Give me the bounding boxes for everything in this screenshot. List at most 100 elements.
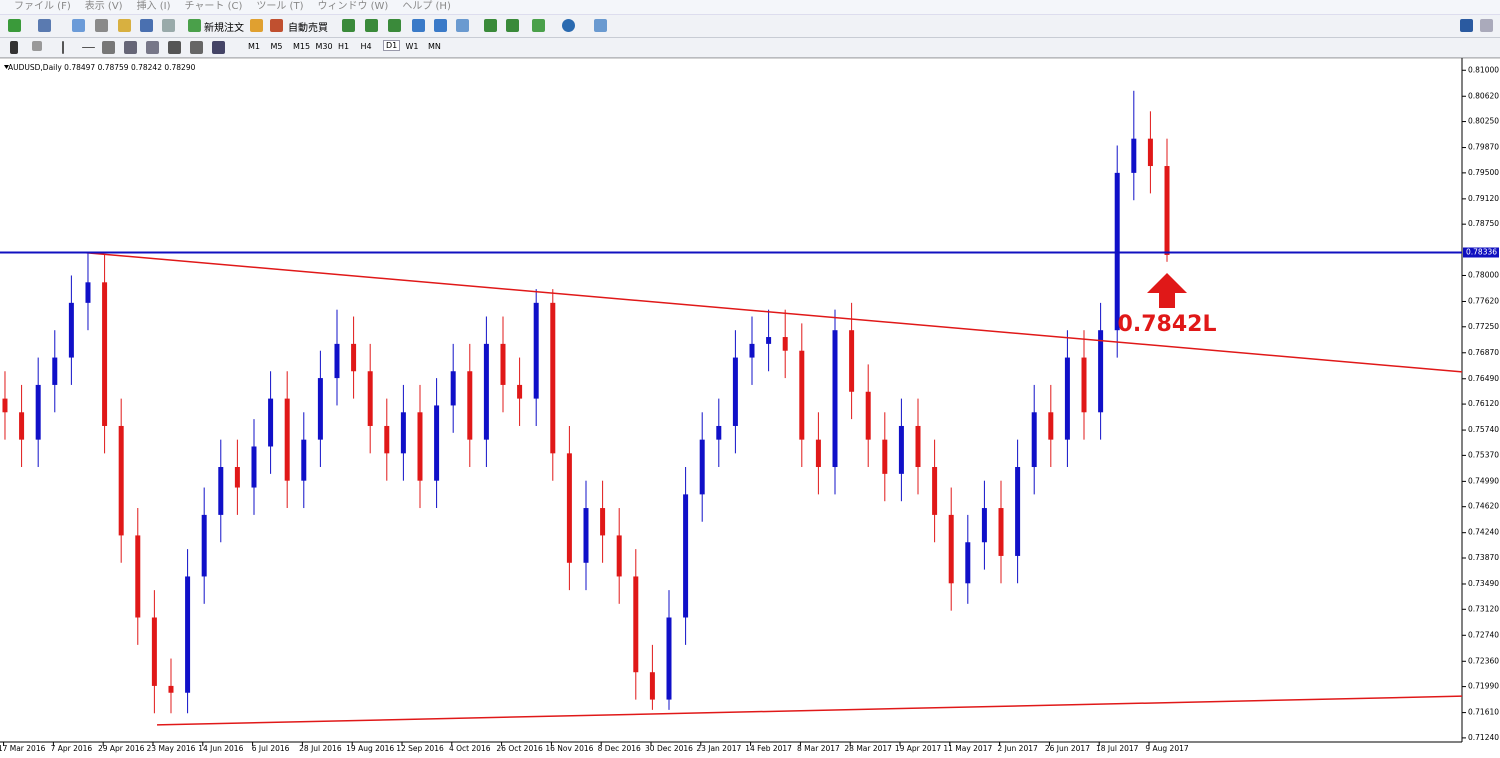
menu-item[interactable]: 表示 (V) xyxy=(84,1,123,12)
candle-body xyxy=(317,378,323,440)
icon[interactable] xyxy=(1480,19,1493,32)
candle-body xyxy=(948,514,954,584)
y-tick-label: 0.72360 xyxy=(1468,656,1499,665)
x-tick-label: 9 Aug 2017 xyxy=(1145,744,1188,753)
icon[interactable] xyxy=(62,41,64,54)
icon[interactable] xyxy=(82,47,95,48)
icon[interactable] xyxy=(594,19,607,32)
y-tick-label: 0.80250 xyxy=(1468,117,1499,126)
x-tick-label: 16 Nov 2016 xyxy=(545,744,593,753)
menu-item[interactable]: ツール (T) xyxy=(256,1,304,12)
icon[interactable] xyxy=(102,41,115,54)
timeframe-button[interactable]: H4 xyxy=(360,42,372,51)
y-tick-label: 0.75370 xyxy=(1468,450,1499,459)
icon[interactable] xyxy=(190,41,203,54)
chart-title: AUDUSD,Daily 0.78497 0.78759 0.78242 0.7… xyxy=(8,63,196,72)
icon[interactable] xyxy=(562,19,575,32)
candle-body xyxy=(1031,412,1037,468)
x-tick-label: 23 May 2016 xyxy=(147,744,196,753)
timeframe-button[interactable]: M15 xyxy=(293,42,311,51)
candle-body xyxy=(815,439,821,468)
candle-body xyxy=(500,343,506,385)
menu-item[interactable]: ヘルプ (H) xyxy=(402,1,451,12)
x-tick-label: 26 Jun 2017 xyxy=(1045,744,1090,753)
icon[interactable] xyxy=(532,19,545,32)
toolbar: M1 M5 M15 M30 H1 H4 D1 W1 MN xyxy=(0,38,1500,58)
x-tick-label: 6 Jul 2016 xyxy=(252,744,290,753)
timeframe-button[interactable]: H1 xyxy=(338,42,350,51)
timeframe-button[interactable]: D1 xyxy=(383,40,401,51)
candle-body xyxy=(434,405,440,481)
icon[interactable] xyxy=(434,19,447,32)
menu-item[interactable]: チャート (C) xyxy=(184,1,243,12)
icon[interactable] xyxy=(38,19,51,32)
icon[interactable] xyxy=(72,19,85,32)
icon[interactable] xyxy=(250,19,263,32)
candle-body xyxy=(151,617,157,686)
icon[interactable] xyxy=(146,41,159,54)
icon[interactable] xyxy=(162,19,175,32)
candle-body xyxy=(1015,467,1021,556)
y-tick-label: 0.76870 xyxy=(1468,348,1499,357)
candle-body xyxy=(1098,330,1104,413)
candle-body xyxy=(550,302,556,454)
toolbar-button[interactable]: 新規注文 xyxy=(204,23,244,34)
icon[interactable] xyxy=(1460,19,1473,32)
x-tick-label: 14 Feb 2017 xyxy=(745,744,792,753)
candle-body xyxy=(68,302,74,358)
candle-body xyxy=(102,282,108,426)
icon[interactable] xyxy=(365,19,378,32)
candle-body xyxy=(782,337,788,351)
y-tick-label: 0.77620 xyxy=(1468,296,1499,305)
icon[interactable] xyxy=(32,41,42,51)
y-tick-label: 0.81000 xyxy=(1468,65,1499,74)
y-tick-label: 0.76120 xyxy=(1468,399,1499,408)
icon[interactable] xyxy=(342,19,355,32)
icon[interactable] xyxy=(270,19,283,32)
x-tick-label: 29 Apr 2016 xyxy=(98,744,145,753)
y-tick-label: 0.71240 xyxy=(1468,733,1499,742)
menu-item[interactable]: 挿入 (I) xyxy=(136,1,171,12)
toolbar-button[interactable]: 自動売買 xyxy=(288,23,328,34)
candle-body xyxy=(683,494,689,618)
menu-item[interactable]: ファイル (F) xyxy=(14,1,71,12)
timeframe-button[interactable]: M1 xyxy=(248,42,260,51)
icon[interactable] xyxy=(388,19,401,32)
y-tick-label: 0.79870 xyxy=(1468,143,1499,152)
y-tick-label: 0.79500 xyxy=(1468,168,1499,177)
timeframe-button[interactable]: W1 xyxy=(405,42,419,51)
icon[interactable] xyxy=(124,41,137,54)
icon[interactable] xyxy=(168,41,181,54)
x-tick-label: 4 Oct 2016 xyxy=(449,744,491,753)
candle-body xyxy=(251,446,257,488)
x-tick-label: 17 Mar 2016 xyxy=(0,744,46,753)
candle-body xyxy=(1048,412,1054,440)
icon[interactable] xyxy=(506,19,519,32)
icon[interactable] xyxy=(212,41,225,54)
candle-body xyxy=(998,508,1004,556)
icon[interactable] xyxy=(10,41,18,54)
menu-item[interactable]: ウィンドウ (W) xyxy=(317,1,389,12)
trend-line xyxy=(157,695,1463,726)
candle-body xyxy=(766,337,772,344)
candle-body xyxy=(118,425,124,536)
icon[interactable] xyxy=(412,19,425,32)
timeframe-button[interactable]: MN xyxy=(428,42,441,51)
y-tick-label: 0.72740 xyxy=(1468,630,1499,639)
timeframe-button[interactable]: M30 xyxy=(315,42,333,51)
x-tick-label: 2 Jun 2017 xyxy=(997,744,1038,753)
icon[interactable] xyxy=(118,19,131,32)
icon[interactable] xyxy=(456,19,469,32)
icon[interactable] xyxy=(95,19,108,32)
candle-body xyxy=(566,453,572,563)
x-tick-label: 26 Oct 2016 xyxy=(496,744,543,753)
icon[interactable] xyxy=(8,19,21,32)
icon[interactable] xyxy=(140,19,153,32)
candle-body xyxy=(450,371,456,406)
timeframe-button[interactable]: M5 xyxy=(270,42,283,51)
x-tick-label: 28 Mar 2017 xyxy=(844,744,892,753)
icon[interactable] xyxy=(484,19,497,32)
icon[interactable] xyxy=(188,19,201,32)
